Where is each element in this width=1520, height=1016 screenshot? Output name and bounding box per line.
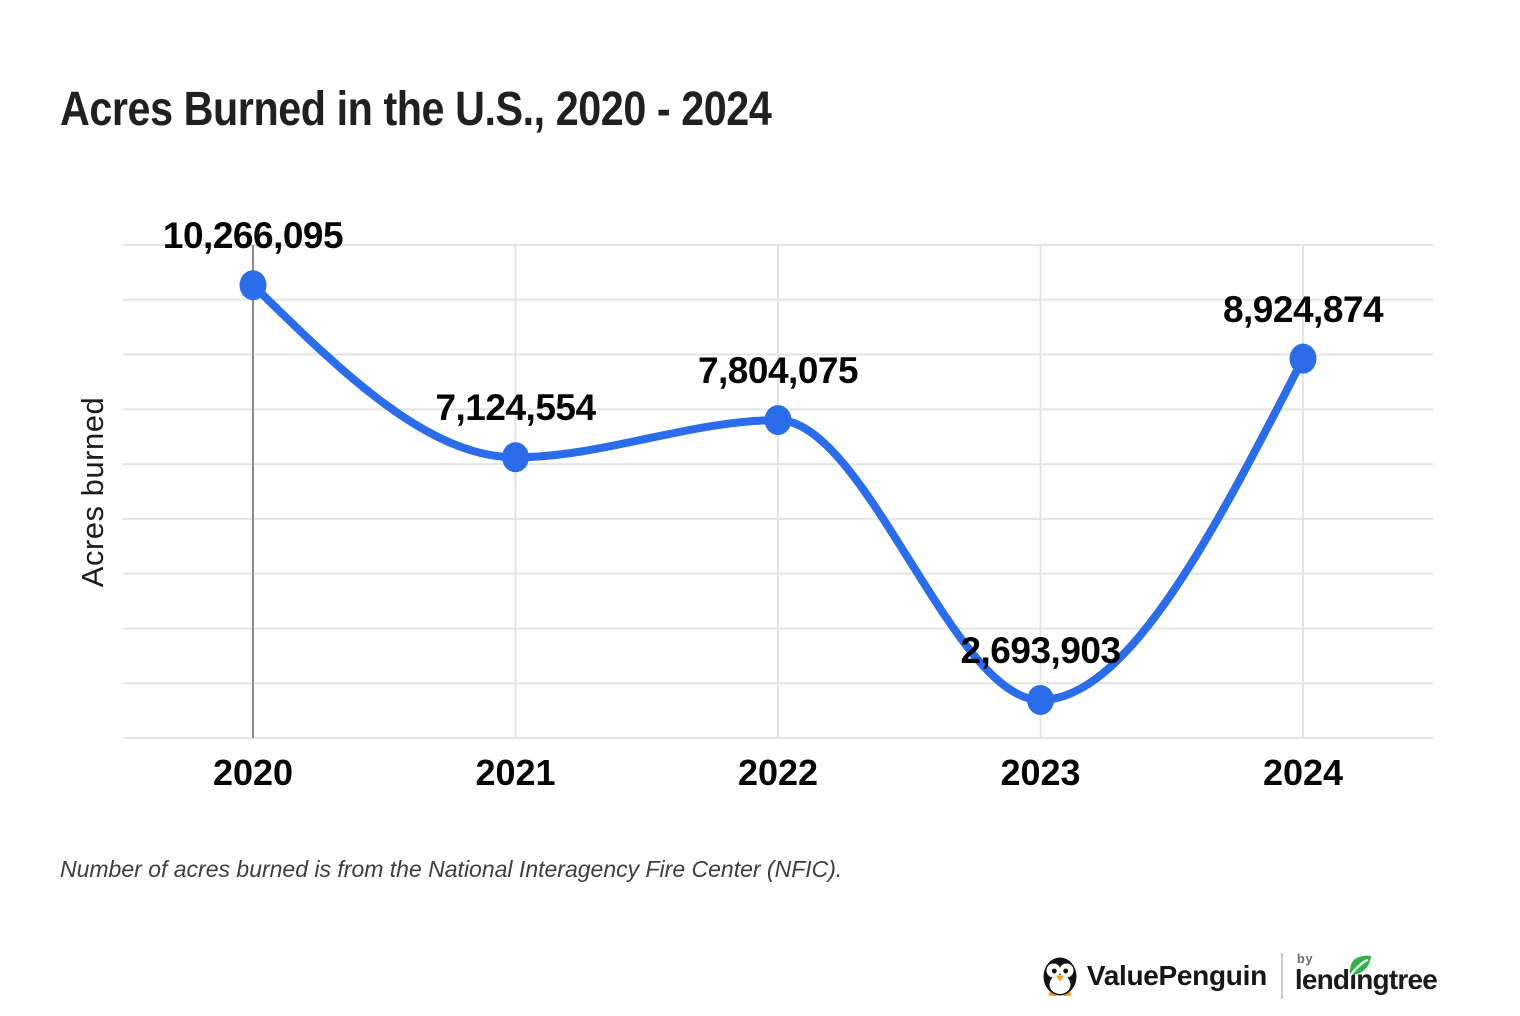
brand-lockup: ValuePenguin by lendıngtree bbox=[1042, 951, 1438, 1000]
source-note: Number of acres burned is from the Natio… bbox=[60, 856, 843, 882]
y-axis-title: Acres burned bbox=[75, 396, 110, 588]
x-tick-2020: 2020 bbox=[212, 752, 294, 793]
data-point-2020 bbox=[239, 270, 267, 301]
data-point-2023 bbox=[1027, 684, 1054, 715]
by-label: by bbox=[1296, 951, 1314, 966]
brand-divider bbox=[1280, 953, 1283, 999]
penguin-icon bbox=[1043, 957, 1077, 996]
data-label-2020: 10,266,095 bbox=[162, 215, 344, 257]
x-tick-2024: 2024 bbox=[1262, 752, 1344, 793]
data-point-2022 bbox=[764, 405, 792, 436]
data-point-2024 bbox=[1289, 343, 1317, 374]
x-tick-2021: 2021 bbox=[475, 752, 556, 793]
data-label-2023: 2,693,903 bbox=[960, 629, 1121, 671]
lendingtree-row: lendıngtree bbox=[1294, 955, 1438, 1000]
valuepenguin-wordmark: ValuePenguin bbox=[1086, 960, 1267, 991]
data-label-2024: 8,924,874 bbox=[1222, 288, 1384, 330]
data-label-2021: 7,124,554 bbox=[435, 387, 596, 429]
valuepenguin-logo: ValuePenguin bbox=[1042, 956, 1267, 996]
lendingtree-logo: by lendıngtree bbox=[1294, 951, 1438, 1000]
data-label-2022: 7,804,075 bbox=[697, 350, 859, 392]
leaf-icon bbox=[1348, 955, 1371, 978]
data-point-2021 bbox=[502, 442, 529, 473]
x-tick-2022: 2022 bbox=[737, 752, 819, 793]
chart-title: Acres Burned in the U.S., 2020 - 2024 bbox=[60, 83, 772, 136]
x-tick-2023: 2023 bbox=[1000, 752, 1081, 793]
trend-line bbox=[249, 281, 1307, 705]
lendingtree-wordmark: lendıngtree bbox=[1294, 964, 1438, 995]
